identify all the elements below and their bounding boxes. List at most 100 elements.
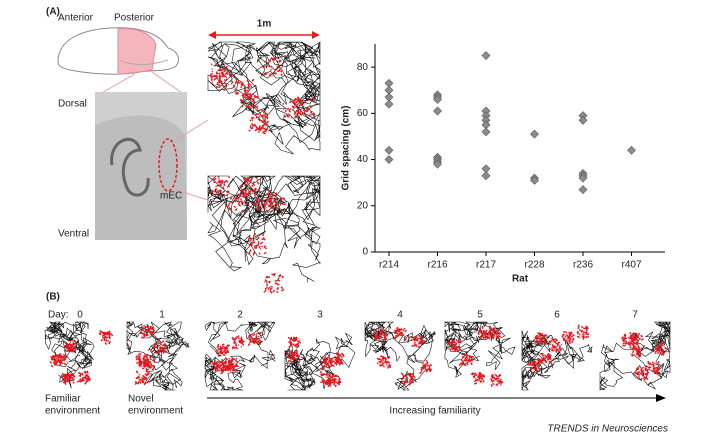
spikes <box>400 370 416 386</box>
x-tick-label: r214 <box>379 260 399 271</box>
trajectory <box>284 332 356 391</box>
point <box>578 185 588 195</box>
spikes <box>139 324 156 339</box>
spikes <box>488 327 502 340</box>
arrow-label: Increasing familiarity <box>389 406 480 417</box>
point <box>384 99 394 109</box>
spikes <box>321 356 335 371</box>
panel-label: (B) <box>46 292 60 303</box>
spikes <box>332 352 345 366</box>
label: Ventral <box>58 229 89 240</box>
credit: TRENDS in Neurosciences <box>547 424 668 435</box>
mec-outline <box>158 138 178 192</box>
spikes <box>151 339 168 354</box>
spikes <box>215 70 234 91</box>
spikes <box>294 96 316 117</box>
guide <box>97 73 136 96</box>
spikes <box>458 353 475 367</box>
spikes <box>376 355 392 369</box>
spikes <box>61 372 76 385</box>
trajectory <box>207 175 322 283</box>
guide <box>151 71 186 96</box>
env-label: environment <box>128 406 183 417</box>
scatter-chart: 0 20 40 60 80 r214 r216 r217 r228 r236 r407 Rat Grid… <box>341 44 665 285</box>
label: Dorsal <box>58 99 87 110</box>
trajectory <box>207 41 321 155</box>
point <box>530 129 539 139</box>
y-tick-label: 20 <box>357 200 369 211</box>
spikes <box>629 331 644 346</box>
day-number: 2 <box>237 310 243 321</box>
cortex <box>95 115 187 240</box>
spikes <box>419 359 432 375</box>
spikes <box>319 370 333 386</box>
spikes <box>134 369 150 385</box>
point <box>578 115 588 125</box>
guide <box>175 189 209 201</box>
spikes <box>223 357 239 373</box>
trajectory <box>599 321 671 391</box>
spikes <box>232 78 255 101</box>
day-number: 0 <box>77 310 83 321</box>
label: Anterior <box>58 13 94 24</box>
spikes <box>527 357 541 373</box>
label: mEC <box>160 191 182 202</box>
spikes <box>248 113 269 135</box>
day-number: 5 <box>477 310 483 321</box>
day-number: 4 <box>397 310 403 321</box>
spikes <box>282 98 302 119</box>
point <box>384 155 394 164</box>
spikes <box>490 373 504 387</box>
spikes <box>651 340 667 356</box>
guide <box>175 119 209 141</box>
env-label: Novel <box>128 394 154 405</box>
env-label: environment <box>45 406 100 417</box>
spikes <box>216 343 231 357</box>
arrowhead <box>656 394 666 402</box>
spikes <box>576 324 590 340</box>
trajectory <box>364 321 436 391</box>
point <box>433 95 442 104</box>
spikes <box>262 57 283 77</box>
spikes <box>141 356 156 371</box>
point <box>384 145 394 155</box>
spikes <box>231 335 245 350</box>
spikes <box>410 334 426 348</box>
x-tick-label: r407 <box>621 260 641 271</box>
spikes <box>477 325 492 339</box>
spikes <box>98 329 114 346</box>
spikes <box>49 353 64 368</box>
spikes <box>534 331 548 345</box>
point <box>481 51 491 60</box>
point <box>530 175 539 185</box>
day-number: 3 <box>317 310 323 321</box>
y-tick-label: 60 <box>357 108 369 119</box>
spikes <box>76 370 92 385</box>
x-tick-label: r228 <box>524 260 544 271</box>
spikes <box>211 175 231 197</box>
y-tick-label: 40 <box>357 154 369 165</box>
spikes <box>645 360 661 375</box>
day-number: 6 <box>554 310 560 321</box>
spikes <box>239 176 260 197</box>
spikes <box>629 344 643 358</box>
trajectory <box>444 321 516 378</box>
spikes <box>287 336 302 348</box>
spikes <box>634 366 649 381</box>
point <box>481 127 491 137</box>
point <box>578 173 588 183</box>
spikes <box>470 371 485 385</box>
scale-label: 1m <box>257 19 272 30</box>
trajectories: 0 1 2 3 4 5 6 7 <box>44 41 671 391</box>
y-tick-label: 80 <box>357 62 369 73</box>
point <box>481 171 491 181</box>
point <box>433 106 442 116</box>
spikes <box>252 189 274 211</box>
env-label: Familiar <box>45 394 81 405</box>
day-number: 7 <box>632 310 638 321</box>
spikes <box>447 338 462 352</box>
point <box>627 145 636 155</box>
y-tick-label: 0 <box>362 247 368 258</box>
spikes <box>226 190 249 213</box>
